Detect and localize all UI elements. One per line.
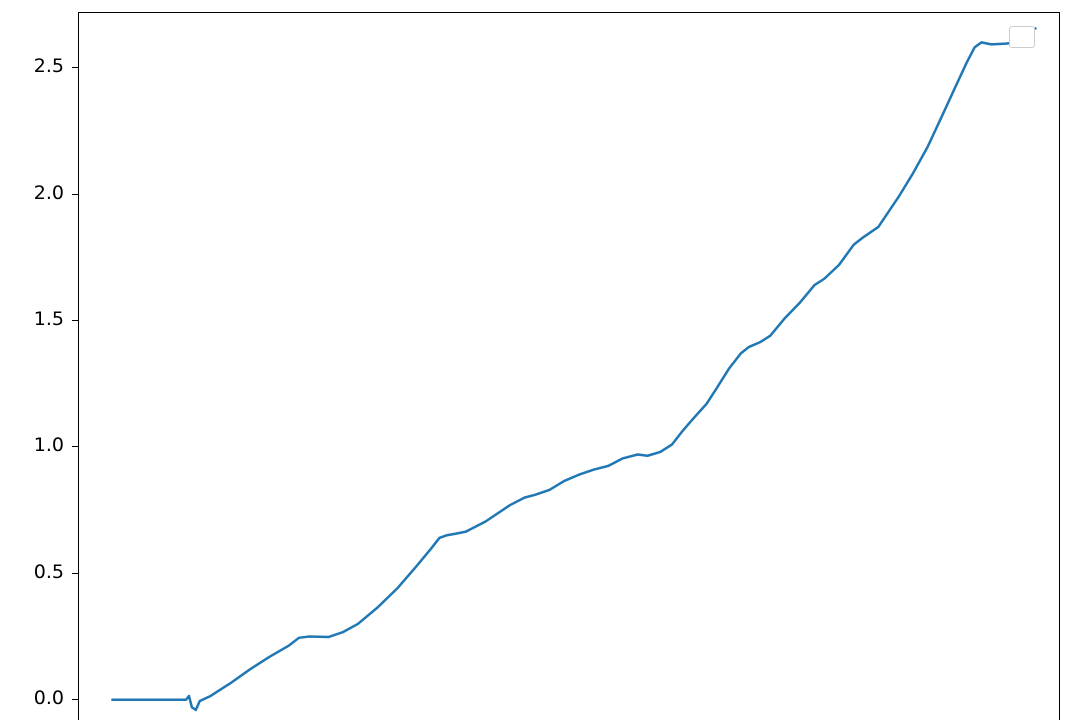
y-tick	[72, 67, 78, 68]
y-tick-label: 0.0	[0, 689, 64, 708]
y-tick-label: 1.0	[0, 436, 64, 455]
y-tick-label: 2.5	[0, 57, 64, 76]
series-line-0	[112, 28, 1035, 709]
legend-box	[1009, 26, 1035, 48]
y-tick-label: 1.5	[0, 310, 64, 329]
y-tick-label: 0.5	[0, 563, 64, 582]
y-tick	[72, 320, 78, 321]
y-tick	[72, 194, 78, 195]
y-tick	[72, 573, 78, 574]
chart-figure: 0.0 0.5 1.0 1.5 2.0 2.5	[0, 0, 1068, 720]
y-tick-label: 2.0	[0, 184, 64, 203]
line-chart-plot	[78, 12, 1060, 720]
y-tick	[72, 699, 78, 700]
y-tick	[72, 446, 78, 447]
